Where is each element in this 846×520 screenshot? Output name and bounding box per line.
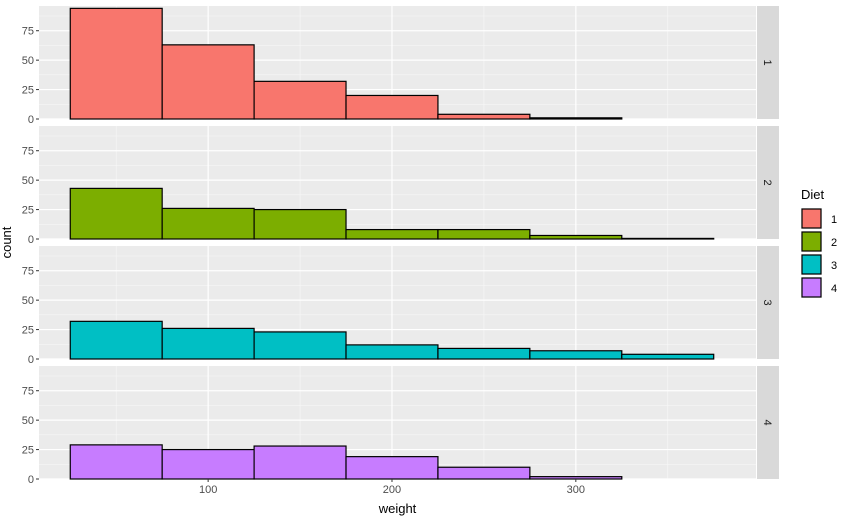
histogram-bar — [437, 228, 531, 240]
legend-key-swatch — [801, 277, 822, 298]
legend-key-swatch — [801, 231, 822, 252]
histogram-bar — [69, 444, 163, 480]
legend-key-swatch — [801, 208, 822, 229]
histogram-bar — [437, 113, 531, 120]
legend-entry-label: 2 — [831, 237, 837, 249]
y-tick-label: 25 — [22, 325, 34, 337]
facet-strip — [757, 366, 779, 479]
x-tick-label: 300 — [567, 484, 585, 496]
facet-panel-4: 0 25 50 75 4 100 200 300 — [22, 366, 779, 496]
histogram-bar — [529, 350, 623, 360]
y-tick-label: 0 — [28, 114, 34, 126]
histogram-bar — [253, 445, 347, 480]
y-tick-label: 25 — [22, 85, 34, 97]
histogram-bar — [345, 344, 439, 360]
x-tick-label: 200 — [383, 484, 401, 496]
histogram-bar — [345, 228, 439, 240]
facet-strip-label: 2 — [761, 179, 773, 185]
facet-strip-label: 3 — [761, 299, 773, 305]
histogram-bar — [161, 44, 255, 120]
histogram-bar — [529, 117, 623, 120]
facet-panel-2: 0 25 50 75 2 — [22, 126, 779, 246]
facet-strip — [757, 6, 779, 119]
y-tick-label: 0 — [28, 234, 34, 246]
histogram-bar — [161, 207, 255, 240]
y-tick-label: 50 — [22, 295, 34, 307]
histogram-bar — [529, 476, 623, 480]
facet-strip-label: 1 — [761, 59, 773, 65]
facet-panel-3: 0 25 50 75 3 — [22, 246, 779, 366]
histogram-bar — [437, 466, 531, 480]
histogram-bar — [345, 94, 439, 120]
y-tick-label: 75 — [22, 146, 34, 158]
histogram-bar — [69, 7, 163, 120]
y-tick-label: 75 — [22, 26, 34, 38]
y-tick-label: 50 — [22, 415, 34, 427]
y-tick-label: 25 — [22, 205, 34, 217]
legend-entry-label: 4 — [831, 283, 837, 295]
facet-strip — [757, 126, 779, 239]
histogram-bar — [621, 353, 715, 360]
legend-key-swatch — [801, 254, 822, 275]
histogram-bar — [253, 208, 347, 240]
histogram-bar — [69, 320, 163, 360]
histogram-bar — [621, 237, 715, 240]
facet-panels: 0 25 50 75 1 0 25 50 75 2 0 25 50 75 3 0 25 50 75 4 100 200 30… — [22, 6, 779, 496]
y-tick-label: 50 — [22, 55, 34, 67]
histogram-bar — [253, 80, 347, 120]
legend-entry-label: 1 — [831, 214, 837, 226]
facet-strip-label: 4 — [761, 419, 773, 425]
histogram-bar — [161, 327, 255, 360]
y-tick-label: 25 — [22, 445, 34, 457]
histogram-bar — [437, 347, 531, 360]
histogram-bar — [69, 187, 163, 240]
y-tick-label: 0 — [28, 474, 34, 486]
facet-strip — [757, 246, 779, 359]
legend-entry-label: 3 — [831, 260, 837, 272]
y-tick-label: 0 — [28, 354, 34, 366]
histogram-bar — [345, 456, 439, 480]
histogram-bar — [529, 234, 623, 240]
x-axis-title: weight — [378, 501, 417, 516]
y-axis-title: count — [0, 226, 14, 258]
x-tick-label: 100 — [199, 484, 217, 496]
histogram-bar — [253, 331, 347, 360]
y-tick-label: 50 — [22, 175, 34, 187]
histogram-bar — [161, 448, 255, 480]
facet-panel-1: 0 25 50 75 1 — [22, 6, 779, 126]
y-tick-label: 75 — [22, 386, 34, 398]
y-tick-label: 75 — [22, 266, 34, 278]
legend-title: Diet — [801, 187, 825, 202]
legend: Diet 1 2 3 4 — [801, 187, 837, 298]
